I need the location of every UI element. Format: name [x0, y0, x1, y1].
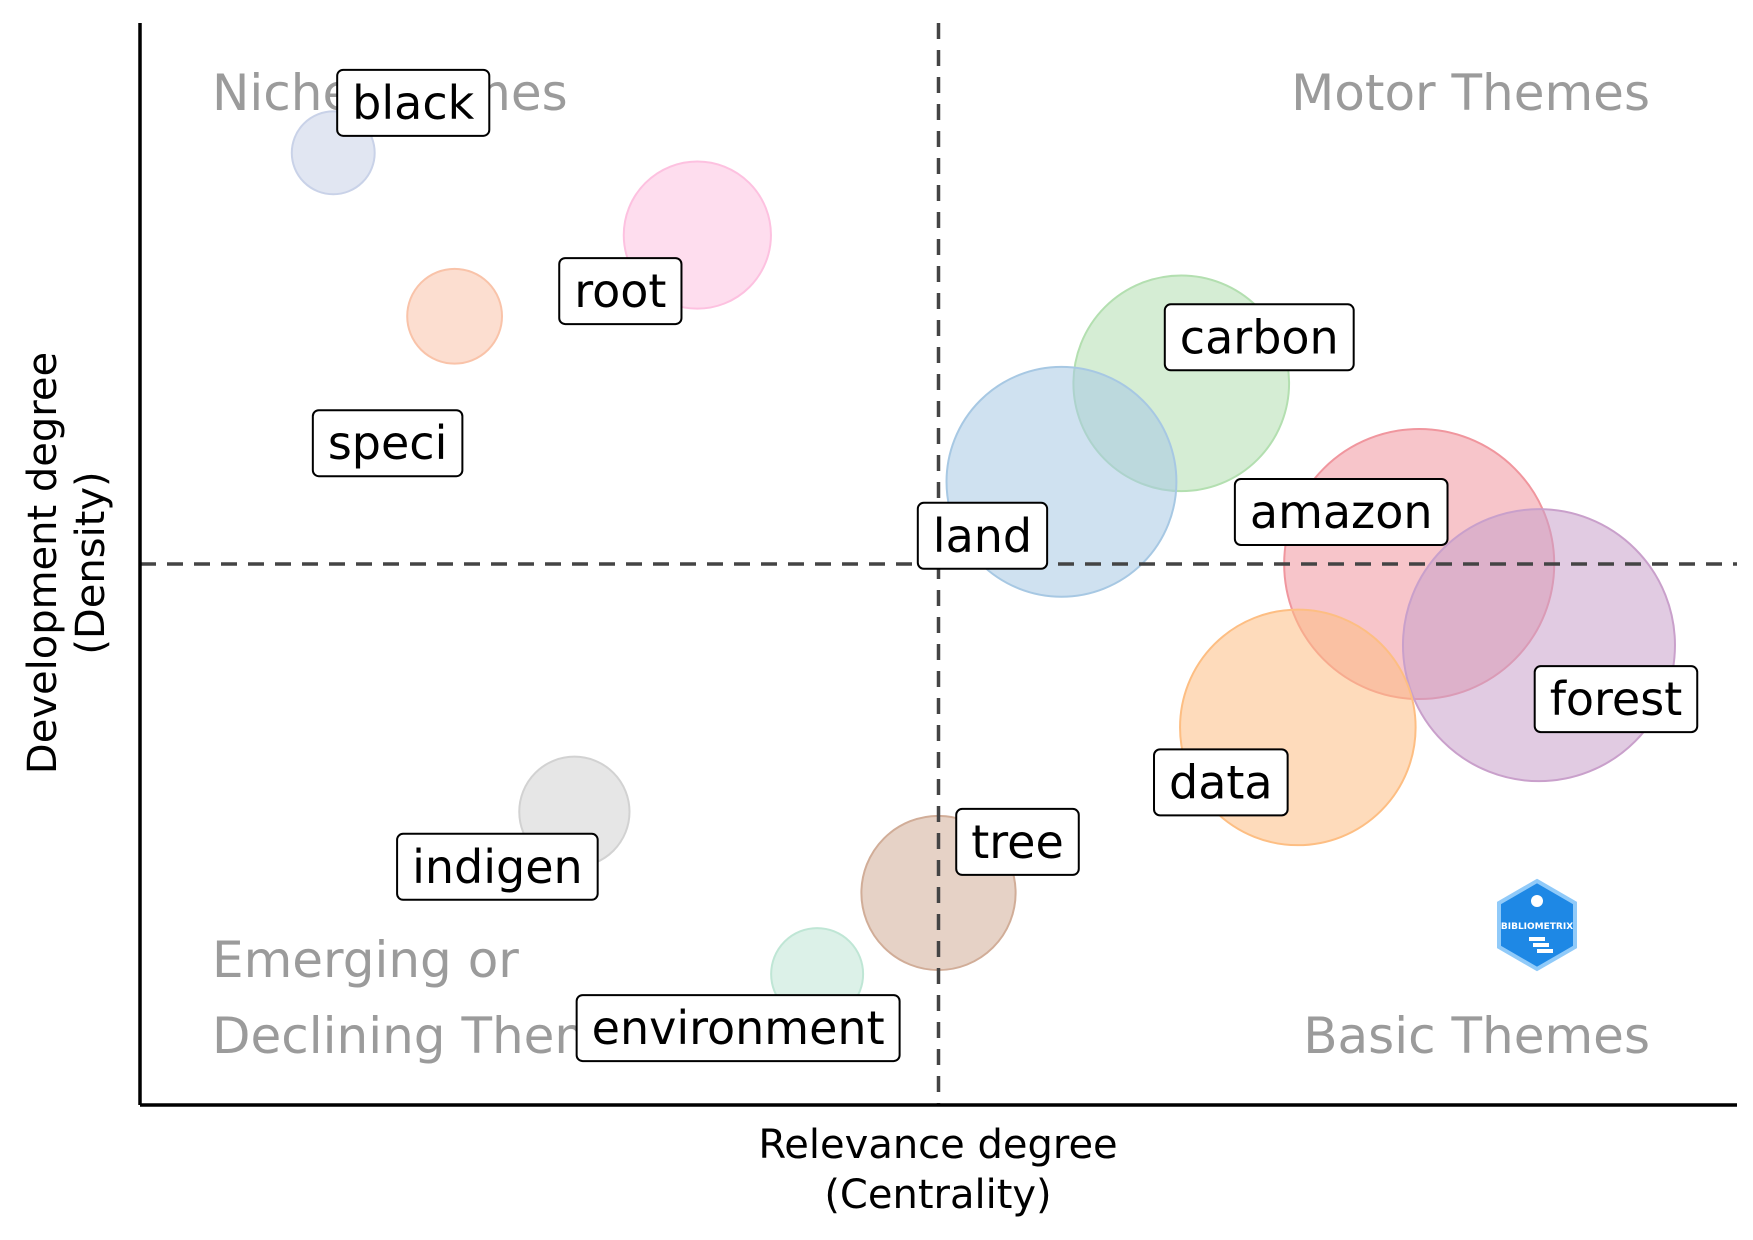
term-label-black: black — [336, 68, 491, 137]
quadrant-label-emerging-line1: Emerging or — [212, 931, 519, 989]
term-label-box — [916, 501, 1049, 570]
term-label-text: data — [1169, 755, 1273, 809]
term-label-box — [558, 257, 683, 326]
logo-hexagon-icon — [1497, 878, 1577, 972]
term-label-box — [955, 807, 1080, 876]
term-label-root: root — [558, 257, 683, 326]
term-label-environment: environment — [575, 994, 901, 1063]
term-label-speci: speci — [311, 409, 464, 478]
term-label-box — [1163, 303, 1355, 372]
term-label-text: tree — [971, 815, 1064, 869]
term-label-carbon: carbon — [1163, 303, 1355, 372]
bubble-speci — [406, 267, 504, 365]
y-axis-title-line1: Development degree — [20, 352, 66, 774]
term-label-box — [311, 409, 464, 478]
x-axis-title-line1: Relevance degree — [758, 1122, 1117, 1168]
term-label-data: data — [1153, 748, 1289, 817]
term-label-tree: tree — [955, 807, 1080, 876]
term-label-text: forest — [1550, 672, 1683, 726]
term-label-box — [396, 832, 599, 901]
term-label-forest: forest — [1533, 665, 1699, 734]
term-label-text: indigen — [412, 840, 583, 894]
term-label-text: environment — [592, 1001, 885, 1055]
y-axis-title-line2: (Density) — [68, 471, 114, 654]
term-label-box — [1233, 478, 1449, 546]
term-label-text: speci — [328, 416, 448, 470]
quadrant-label-basic: Basic Themes — [1303, 1007, 1650, 1065]
logo-figure-icon — [1531, 895, 1543, 907]
term-label-box — [336, 68, 491, 137]
term-label-box — [1153, 748, 1289, 817]
term-label-box — [1533, 665, 1699, 734]
term-label-text: carbon — [1180, 310, 1339, 364]
term-label-indigen: indigen — [396, 832, 599, 901]
term-label-text: amazon — [1250, 485, 1433, 539]
term-label-text: black — [352, 76, 474, 130]
term-label-box — [575, 994, 901, 1063]
term-label-text: land — [933, 509, 1032, 563]
logo-text: BIBLIOMETRIX — [1501, 922, 1573, 932]
bibliometrix-logo: BIBLIOMETRIX — [1497, 878, 1577, 972]
term-label-text: root — [574, 264, 666, 318]
bubble-forest — [1401, 508, 1676, 783]
term-label-layer: black speci root carbon land amazon forest data… — [311, 68, 1699, 1063]
axes — [138, 23, 1737, 1107]
term-label-amazon: amazon — [1233, 478, 1449, 546]
x-axis-title-line2: (Centrality) — [824, 1172, 1051, 1218]
term-label-land: land — [916, 501, 1049, 570]
quadrant-label-motor: Motor Themes — [1291, 64, 1650, 122]
